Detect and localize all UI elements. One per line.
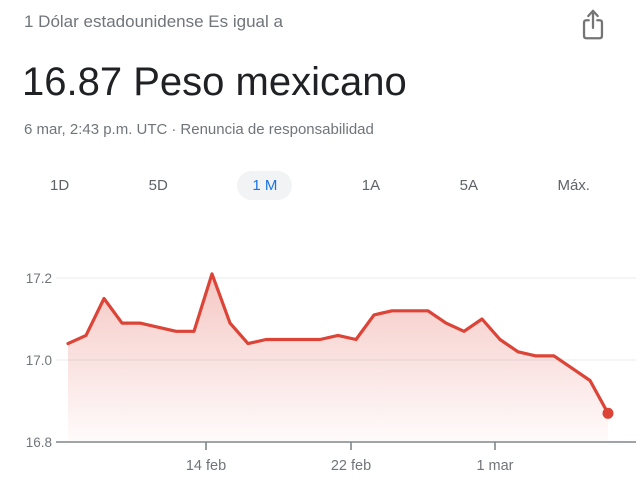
conversion-result: 16.87 Peso mexicano: [22, 60, 407, 104]
header-row: 1 Dólar estadounidense Es igual a: [0, 0, 640, 44]
share-icon: [582, 9, 604, 40]
timestamp: 6 mar, 2:43 p.m. UTC: [24, 121, 168, 138]
current-value-dot: [602, 407, 614, 419]
disclaimer-link[interactable]: Renuncia de responsabilidad: [180, 121, 374, 138]
x-axis-label: 1 mar: [476, 458, 513, 474]
tab-1a[interactable]: 1A: [352, 171, 390, 200]
x-axis-label: 14 feb: [186, 458, 226, 474]
separator: ·: [171, 121, 177, 138]
chart-area: 17.2 17.0 16.8 14 feb 22 feb 1 mar: [0, 250, 640, 491]
meta-row: 6 mar, 2:43 p.m. UTC · Renuncia de respons…: [24, 120, 616, 140]
y-axis-label: 17.2: [26, 271, 52, 286]
y-axis-label: 16.8: [26, 435, 52, 450]
tab-5a[interactable]: 5A: [450, 171, 488, 200]
conversion-subtitle: 1 Dólar estadounidense Es igual a: [24, 12, 283, 31]
share-button[interactable]: [576, 8, 610, 44]
price-line: [66, 272, 610, 415]
tab-5d[interactable]: 5D: [139, 171, 178, 200]
time-range-tabs: 1D 5D 1 M 1A 5A Máx.: [0, 166, 640, 204]
x-axis-label: 22 feb: [331, 458, 371, 474]
area-fill: [68, 273, 608, 442]
tab-1m[interactable]: 1 M: [237, 170, 293, 200]
tab-max[interactable]: Máx.: [547, 171, 600, 200]
exchange-rate-chart[interactable]: 17.2 17.0 16.8 14 feb 22 feb 1 mar: [0, 250, 640, 491]
tab-1d[interactable]: 1D: [40, 171, 79, 200]
y-axis-label: 17.0: [26, 353, 52, 368]
